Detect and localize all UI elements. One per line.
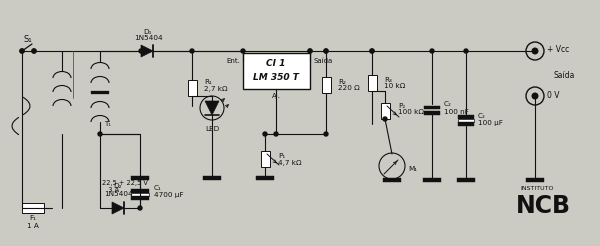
Text: D₂
1N5404: D₂ 1N5404: [104, 184, 133, 197]
Bar: [367, 75, 377, 91]
Bar: [458, 122, 474, 125]
Circle shape: [532, 47, 539, 55]
Text: NCB: NCB: [516, 194, 571, 218]
Circle shape: [190, 49, 194, 53]
Circle shape: [139, 49, 143, 53]
Text: R₂
220 Ω: R₂ 220 Ω: [338, 78, 360, 92]
Text: Saída: Saída: [313, 58, 332, 64]
Bar: [260, 151, 269, 167]
Polygon shape: [141, 45, 153, 57]
Text: 0 V: 0 V: [547, 92, 560, 101]
Bar: [203, 176, 221, 180]
Bar: [383, 178, 401, 182]
Text: 22,5 + 22,5 V
   3 A: 22,5 + 22,5 V 3 A: [102, 180, 148, 193]
Circle shape: [241, 49, 245, 53]
Text: INSTITUTO: INSTITUTO: [520, 185, 554, 190]
Circle shape: [464, 49, 468, 53]
Text: LED: LED: [205, 126, 219, 132]
Text: Ent.: Ent.: [226, 58, 240, 64]
Text: C₂
100 nF: C₂ 100 nF: [444, 102, 469, 114]
Bar: [243, 53, 310, 89]
Text: + Vcc: + Vcc: [547, 46, 569, 55]
Circle shape: [324, 49, 328, 53]
Bar: [424, 111, 440, 114]
Bar: [457, 178, 475, 182]
Bar: [423, 178, 441, 182]
Bar: [424, 106, 440, 109]
Circle shape: [138, 206, 142, 210]
Text: C₁
4700 μF: C₁ 4700 μF: [154, 185, 184, 199]
Circle shape: [308, 49, 312, 53]
Circle shape: [20, 49, 24, 53]
Circle shape: [383, 117, 387, 121]
Circle shape: [32, 49, 36, 53]
Text: P₁
4,7 kΩ: P₁ 4,7 kΩ: [278, 153, 302, 166]
Bar: [322, 77, 331, 93]
Circle shape: [370, 49, 374, 53]
Text: F₁
1 A: F₁ 1 A: [27, 215, 39, 229]
Text: R₁
2,7 kΩ: R₁ 2,7 kΩ: [204, 79, 227, 92]
Circle shape: [274, 132, 278, 136]
Text: S₁: S₁: [23, 34, 32, 44]
Bar: [91, 91, 109, 94]
Bar: [526, 178, 544, 182]
Circle shape: [263, 132, 267, 136]
Circle shape: [532, 92, 539, 99]
Polygon shape: [205, 101, 219, 115]
Bar: [380, 103, 389, 119]
Circle shape: [533, 49, 537, 53]
Text: CI 1: CI 1: [266, 59, 286, 67]
Text: T₁: T₁: [104, 121, 111, 127]
Bar: [131, 176, 149, 180]
Circle shape: [98, 132, 102, 136]
Text: LM 350 T: LM 350 T: [253, 73, 299, 81]
Text: M₁: M₁: [408, 166, 417, 172]
Circle shape: [308, 49, 312, 53]
Circle shape: [324, 49, 328, 53]
Bar: [131, 193, 149, 196]
Bar: [131, 196, 149, 200]
Bar: [22, 203, 44, 213]
Text: D₁
1N5404: D₁ 1N5404: [134, 29, 163, 42]
Bar: [458, 114, 474, 119]
Text: P₂
100 kΩ: P₂ 100 kΩ: [398, 103, 424, 116]
Circle shape: [324, 132, 328, 136]
Text: Saída: Saída: [553, 72, 574, 80]
Text: R₃
10 kΩ: R₃ 10 kΩ: [384, 77, 406, 90]
Bar: [256, 176, 274, 180]
Text: Aj.: Aj.: [271, 93, 281, 99]
Bar: [458, 119, 474, 122]
Circle shape: [430, 49, 434, 53]
Circle shape: [370, 49, 374, 53]
Text: C₂
100 μF: C₂ 100 μF: [478, 113, 503, 126]
Bar: [131, 188, 149, 193]
Polygon shape: [112, 202, 124, 214]
Bar: [187, 80, 197, 96]
